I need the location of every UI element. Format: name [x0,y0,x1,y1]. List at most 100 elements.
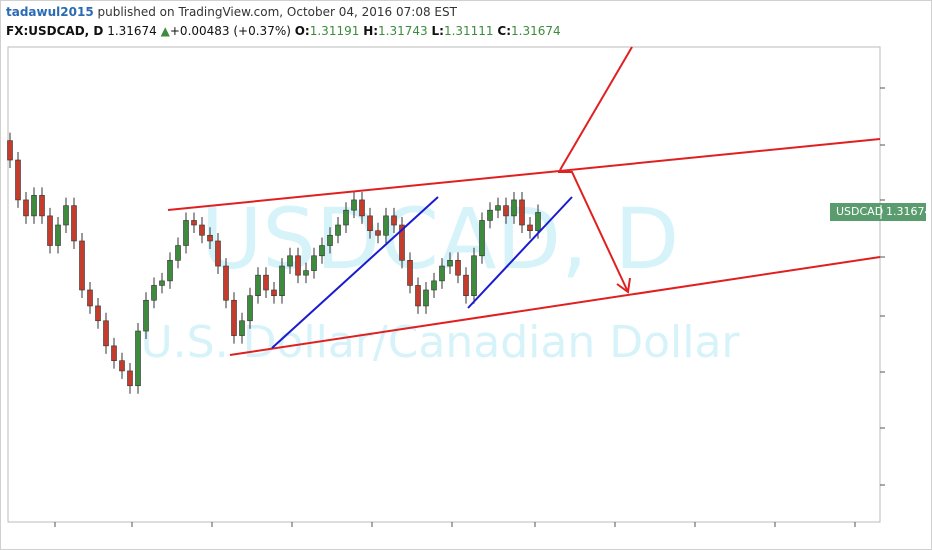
close-label: C: [497,24,511,38]
candle-body [527,224,533,232]
candle-body [167,260,173,282]
candle-body [247,295,253,322]
candle-body [463,274,469,296]
candle-body [415,285,421,307]
candle-body [335,224,341,236]
candle-body [71,205,77,242]
axis-ticks [54,87,885,527]
candle-body [327,234,333,246]
published: published on TradingView.com, October 04… [98,5,458,19]
candle-body [455,260,461,276]
candle-body [495,205,501,211]
candle-body [127,370,133,387]
author[interactable]: tadawul2015 [6,5,94,19]
high: 1.31743 [378,24,428,38]
drawings [167,46,881,356]
candle-body [199,224,205,236]
candle-body [111,345,117,361]
candle-body [431,280,437,291]
candle-body [87,289,93,307]
candle-body [79,240,85,291]
price-label: USDCAD 1.31674 [830,203,932,222]
candle-body [23,199,29,217]
candle-body [383,215,389,236]
candle-body [295,255,301,276]
price-label-value: 1.31674 [886,205,932,218]
candle-body [135,330,141,387]
candle-body [47,215,53,246]
candle-body [7,140,13,161]
plot-area [7,46,881,523]
candle-body [359,199,365,217]
header: tadawul2015 published on TradingView.com… [6,5,458,19]
candle-body [303,270,309,276]
candle-body [215,240,221,267]
candle-body [511,199,517,217]
candle-body [31,195,37,217]
price-label-bg [830,203,926,222]
candle-body [279,265,285,296]
candle-body [271,289,277,296]
candle-body [175,245,181,261]
high-label: H: [363,24,378,38]
symbol: FX:USDCAD, D [6,24,103,38]
candle-body [183,220,189,246]
candle-body [55,224,61,246]
candle-body [95,305,101,322]
candle-body [287,255,293,267]
candle-body [263,274,269,291]
candle-body [367,215,373,232]
arrow-head [616,277,631,294]
candle-body [375,230,381,236]
change: +0.00483 (+0.37%) [170,24,291,38]
channel-bottom [229,256,881,356]
candle-body [311,255,317,271]
candle-body [391,215,397,226]
candle-body [151,285,157,301]
trend-line [467,196,573,309]
candle-body [239,320,245,336]
candle-body [159,280,165,286]
candle-body [207,234,213,242]
last: 1.31674 [107,24,157,38]
low-label: L: [431,24,443,38]
candle-body [439,265,445,282]
candle-body [255,274,261,296]
close: 1.31674 [511,24,561,38]
candle-body [63,205,69,226]
breakout-line [559,46,633,171]
watermark-description: U.S. Dollar/Canadian Dollar [140,317,740,368]
candle-body [471,255,477,296]
candle-body [143,299,149,332]
candle-body [103,320,109,347]
low: 1.31111 [444,24,494,38]
candle-body [351,199,357,211]
drop-line [558,171,629,293]
arrow: ▲ [161,24,171,38]
candle-body [223,265,229,301]
open: 1.31191 [310,24,360,38]
candle-body [15,159,21,201]
price-label-symbol: USDCAD [836,205,883,218]
candle-body [503,205,509,217]
legend: FX:USDCAD, D 1.31674 ▲+0.00483 (+0.37%) … [6,24,561,38]
candle-body [343,209,349,226]
open-label: O: [295,24,310,38]
candle-body [399,224,405,261]
candle-body [319,245,325,257]
candle-body [447,260,453,267]
channel-top [167,138,881,211]
candle-body [407,260,413,286]
candles [7,132,541,394]
candle-body [191,220,197,226]
candle-body [39,195,45,217]
candle-body [519,199,525,226]
candle-body [423,289,429,307]
candle-body [487,209,493,221]
trend-line [271,196,439,349]
candle-body [535,212,541,232]
candle-body [119,360,125,372]
candle-body [231,299,237,336]
